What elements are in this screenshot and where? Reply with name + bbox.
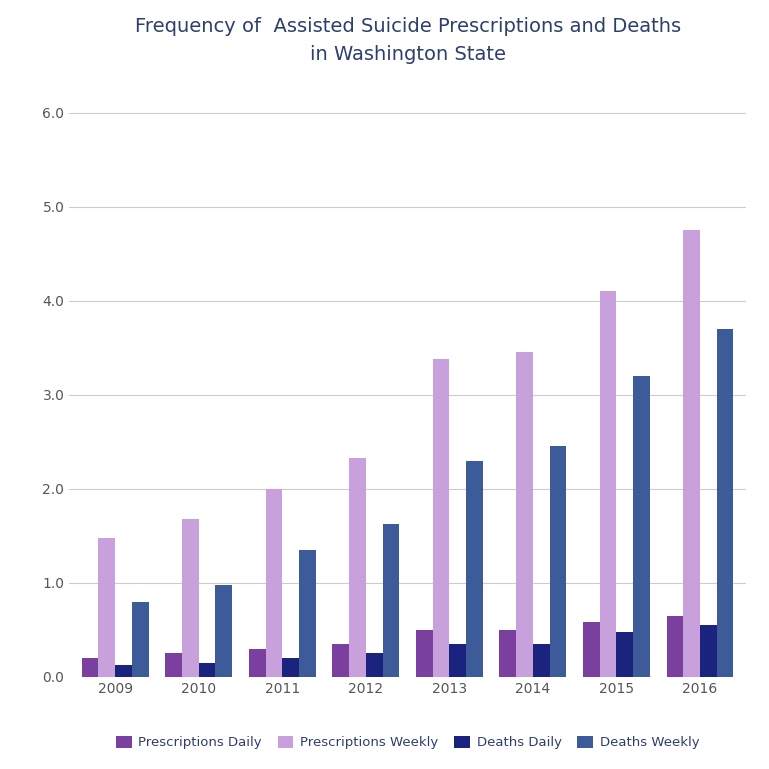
- Bar: [198, 663, 215, 677]
- Bar: [633, 376, 650, 677]
- Bar: [299, 550, 315, 677]
- Bar: [717, 329, 734, 677]
- Bar: [349, 458, 366, 677]
- Bar: [265, 489, 282, 677]
- Bar: [684, 230, 700, 677]
- Bar: [131, 601, 148, 677]
- Bar: [249, 648, 265, 677]
- Bar: [700, 625, 717, 677]
- Bar: [82, 658, 98, 677]
- Bar: [382, 524, 399, 677]
- Bar: [550, 447, 566, 677]
- Bar: [282, 658, 299, 677]
- Bar: [583, 622, 600, 677]
- Bar: [466, 461, 483, 677]
- Bar: [617, 631, 633, 677]
- Bar: [165, 653, 182, 677]
- Bar: [667, 616, 684, 677]
- Legend: Prescriptions Daily, Prescriptions Weekly, Deaths Daily, Deaths Weekly: Prescriptions Daily, Prescriptions Weekl…: [111, 731, 704, 754]
- Bar: [98, 538, 115, 677]
- Bar: [449, 644, 466, 677]
- Bar: [500, 630, 516, 677]
- Bar: [600, 291, 617, 677]
- Bar: [215, 584, 232, 677]
- Title: Frequency of  Assisted Suicide Prescriptions and Deaths
in Washington State: Frequency of Assisted Suicide Prescripti…: [135, 17, 681, 64]
- Bar: [516, 352, 533, 677]
- Bar: [182, 519, 198, 677]
- Bar: [332, 644, 349, 677]
- Bar: [533, 644, 550, 677]
- Bar: [416, 630, 433, 677]
- Bar: [433, 359, 449, 677]
- Bar: [366, 653, 382, 677]
- Bar: [115, 664, 131, 677]
